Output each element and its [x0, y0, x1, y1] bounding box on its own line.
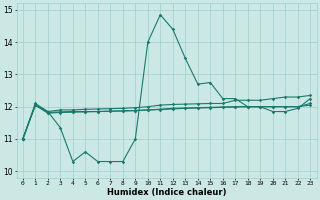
X-axis label: Humidex (Indice chaleur): Humidex (Indice chaleur)	[107, 188, 226, 197]
